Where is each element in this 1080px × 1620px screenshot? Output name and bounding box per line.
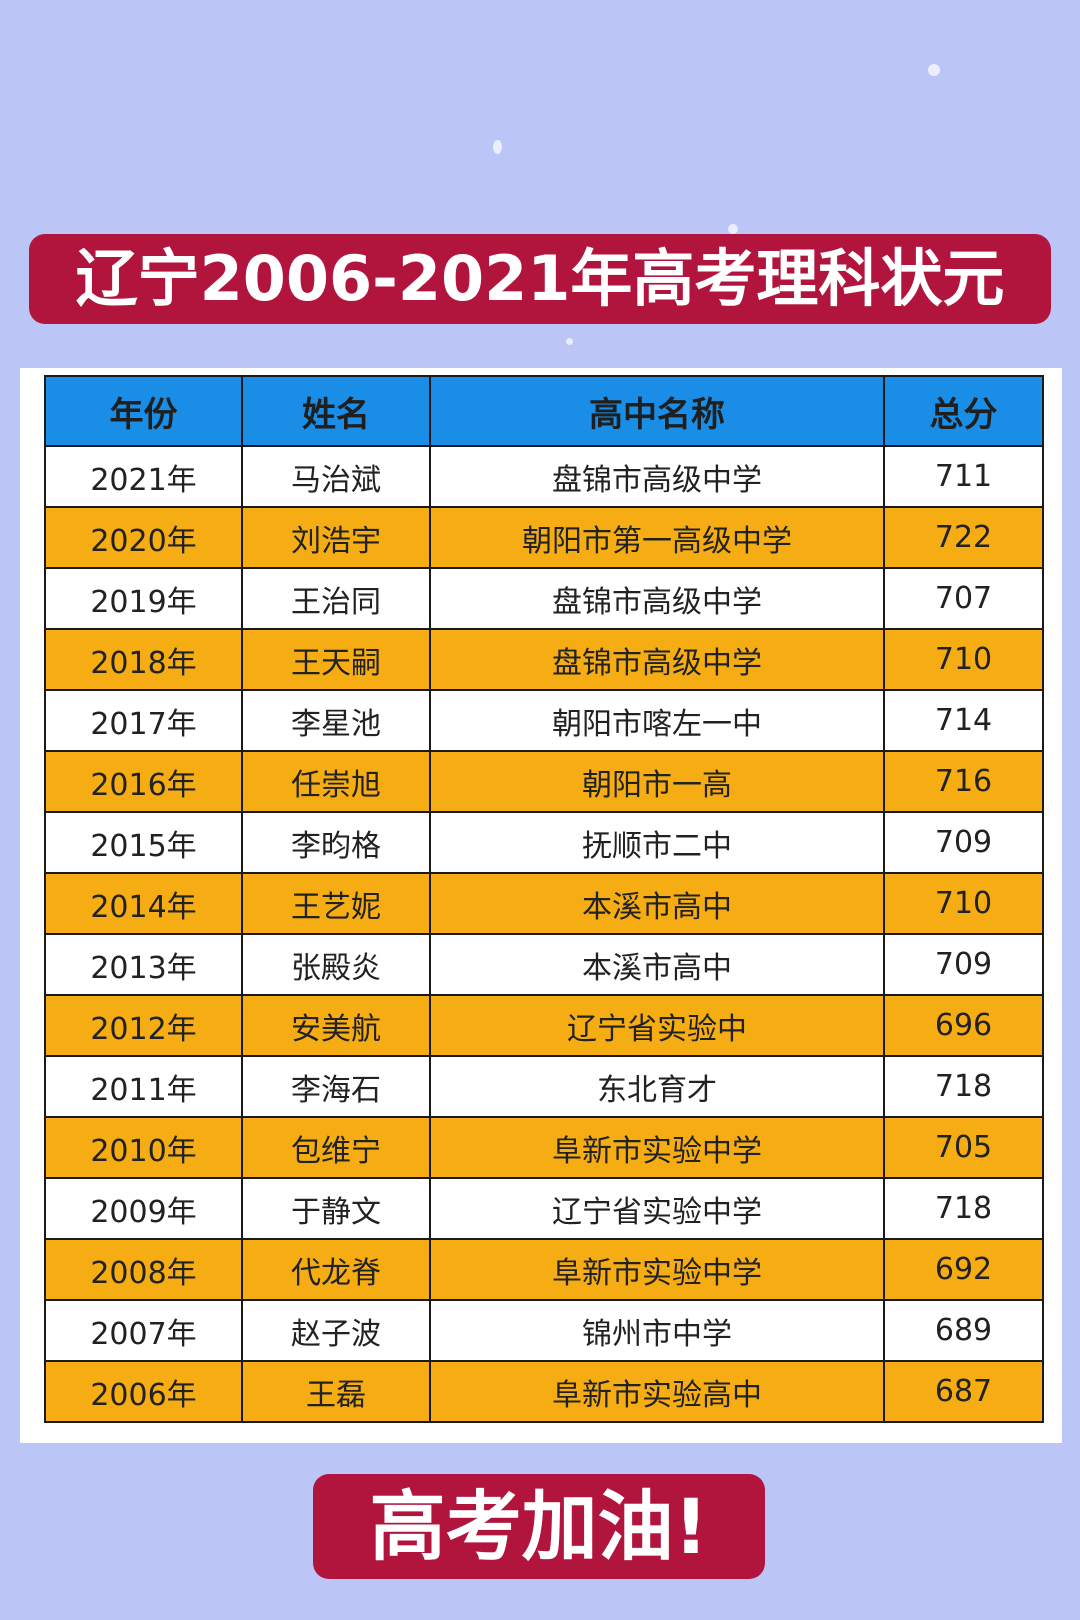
cell-school: 盘锦市高级中学 — [429, 445, 885, 508]
cell-year: 2007年 — [44, 1299, 243, 1362]
table-row: 2006年 王磊 阜新市实验高中 687 — [44, 1360, 1044, 1423]
cell-year: 2014年 — [44, 872, 243, 935]
cell-school: 阜新市实验高中 — [429, 1360, 885, 1423]
table-row: 2016年 任崇旭 朝阳市一高 716 — [44, 750, 1044, 813]
cell-school: 阜新市实验中学 — [429, 1238, 885, 1301]
cell-name: 马治斌 — [241, 445, 431, 508]
cell-score: 709 — [883, 933, 1044, 996]
cell-year: 2013年 — [44, 933, 243, 996]
table-row: 2020年 刘浩宇 朝阳市第一高级中学 722 — [44, 506, 1044, 569]
cell-score: 692 — [883, 1238, 1044, 1301]
page-title: 辽宁2006-2021年高考理科状元 — [29, 234, 1051, 324]
cell-name: 任崇旭 — [241, 750, 431, 813]
cell-school: 朝阳市一高 — [429, 750, 885, 813]
cell-year: 2021年 — [44, 445, 243, 508]
cell-name: 于静文 — [241, 1177, 431, 1240]
cell-school: 锦州市中学 — [429, 1299, 885, 1362]
table-body: 2021年 马治斌 盘锦市高级中学 711 2020年 刘浩宇 朝阳市第一高级中学 722 20… — [44, 445, 1044, 1423]
table-card: 年份 姓名 高中名称 总分 2021年 马治斌 盘锦市高级中学 711 2020年 刘浩宇… — [20, 368, 1062, 1443]
cell-score: 718 — [883, 1177, 1044, 1240]
table-row: 2021年 马治斌 盘锦市高级中学 711 — [44, 445, 1044, 508]
cell-score: 714 — [883, 689, 1044, 752]
table-row: 2014年 王艺妮 本溪市高中 710 — [44, 872, 1044, 935]
cell-name: 赵子波 — [241, 1299, 431, 1362]
cell-school: 本溪市高中 — [429, 933, 885, 996]
cell-year: 2019年 — [44, 567, 243, 630]
cell-score: 707 — [883, 567, 1044, 630]
table-header-row: 年份 姓名 高中名称 总分 — [44, 375, 1044, 447]
table-row: 2017年 李星池 朝阳市喀左一中 714 — [44, 689, 1044, 752]
cell-name: 张殿炎 — [241, 933, 431, 996]
header-name: 姓名 — [241, 375, 431, 447]
header-score: 总分 — [883, 375, 1044, 447]
decorative-dot — [493, 140, 502, 154]
table-row: 2009年 于静文 辽宁省实验中学 718 — [44, 1177, 1044, 1240]
cell-year: 2020年 — [44, 506, 243, 569]
cell-score: 718 — [883, 1055, 1044, 1118]
header-school: 高中名称 — [429, 375, 885, 447]
table-row: 2018年 王天嗣 盘锦市高级中学 710 — [44, 628, 1044, 691]
cell-score: 710 — [883, 628, 1044, 691]
cell-score: 722 — [883, 506, 1044, 569]
cell-year: 2017年 — [44, 689, 243, 752]
cell-name: 王天嗣 — [241, 628, 431, 691]
table-row: 2012年 安美航 辽宁省实验中 696 — [44, 994, 1044, 1057]
cell-name: 李海石 — [241, 1055, 431, 1118]
cell-name: 包维宁 — [241, 1116, 431, 1179]
cell-score: 689 — [883, 1299, 1044, 1362]
cell-score: 709 — [883, 811, 1044, 874]
cell-year: 2009年 — [44, 1177, 243, 1240]
cell-name: 安美航 — [241, 994, 431, 1057]
cell-school: 阜新市实验中学 — [429, 1116, 885, 1179]
decorative-dot — [928, 64, 940, 76]
cell-year: 2012年 — [44, 994, 243, 1057]
cell-name: 王治同 — [241, 567, 431, 630]
table-row: 2011年 李海石 东北育才 718 — [44, 1055, 1044, 1118]
decorative-dot — [566, 338, 573, 345]
table-row: 2008年 代龙脊 阜新市实验中学 692 — [44, 1238, 1044, 1301]
decorative-dot — [728, 224, 738, 234]
table-row: 2007年 赵子波 锦州市中学 689 — [44, 1299, 1044, 1362]
cell-year: 2010年 — [44, 1116, 243, 1179]
cell-year: 2006年 — [44, 1360, 243, 1423]
table-row: 2019年 王治同 盘锦市高级中学 707 — [44, 567, 1044, 630]
cell-school: 东北育才 — [429, 1055, 885, 1118]
cell-school: 抚顺市二中 — [429, 811, 885, 874]
cell-school: 盘锦市高级中学 — [429, 567, 885, 630]
cell-score: 687 — [883, 1360, 1044, 1423]
table-row: 2010年 包维宁 阜新市实验中学 705 — [44, 1116, 1044, 1179]
cell-school: 辽宁省实验中学 — [429, 1177, 885, 1240]
cell-year: 2015年 — [44, 811, 243, 874]
cell-name: 王艺妮 — [241, 872, 431, 935]
cell-score: 696 — [883, 994, 1044, 1057]
table-row: 2013年 张殿炎 本溪市高中 709 — [44, 933, 1044, 996]
header-year: 年份 — [44, 375, 243, 447]
cell-school: 朝阳市第一高级中学 — [429, 506, 885, 569]
cell-name: 代龙脊 — [241, 1238, 431, 1301]
cell-year: 2018年 — [44, 628, 243, 691]
cell-score: 716 — [883, 750, 1044, 813]
cell-school: 本溪市高中 — [429, 872, 885, 935]
cell-name: 王磊 — [241, 1360, 431, 1423]
cell-name: 刘浩宇 — [241, 506, 431, 569]
cell-year: 2016年 — [44, 750, 243, 813]
cell-year: 2011年 — [44, 1055, 243, 1118]
cell-score: 705 — [883, 1116, 1044, 1179]
score-table: 年份 姓名 高中名称 总分 2021年 马治斌 盘锦市高级中学 711 2020年 刘浩宇… — [44, 375, 1044, 1423]
cell-school: 盘锦市高级中学 — [429, 628, 885, 691]
table-row: 2015年 李昀格 抚顺市二中 709 — [44, 811, 1044, 874]
cell-name: 李星池 — [241, 689, 431, 752]
cell-school: 辽宁省实验中 — [429, 994, 885, 1057]
cell-score: 710 — [883, 872, 1044, 935]
cell-school: 朝阳市喀左一中 — [429, 689, 885, 752]
cell-name: 李昀格 — [241, 811, 431, 874]
cell-score: 711 — [883, 445, 1044, 508]
footer-banner: 高考加油! — [313, 1474, 765, 1579]
cell-year: 2008年 — [44, 1238, 243, 1301]
